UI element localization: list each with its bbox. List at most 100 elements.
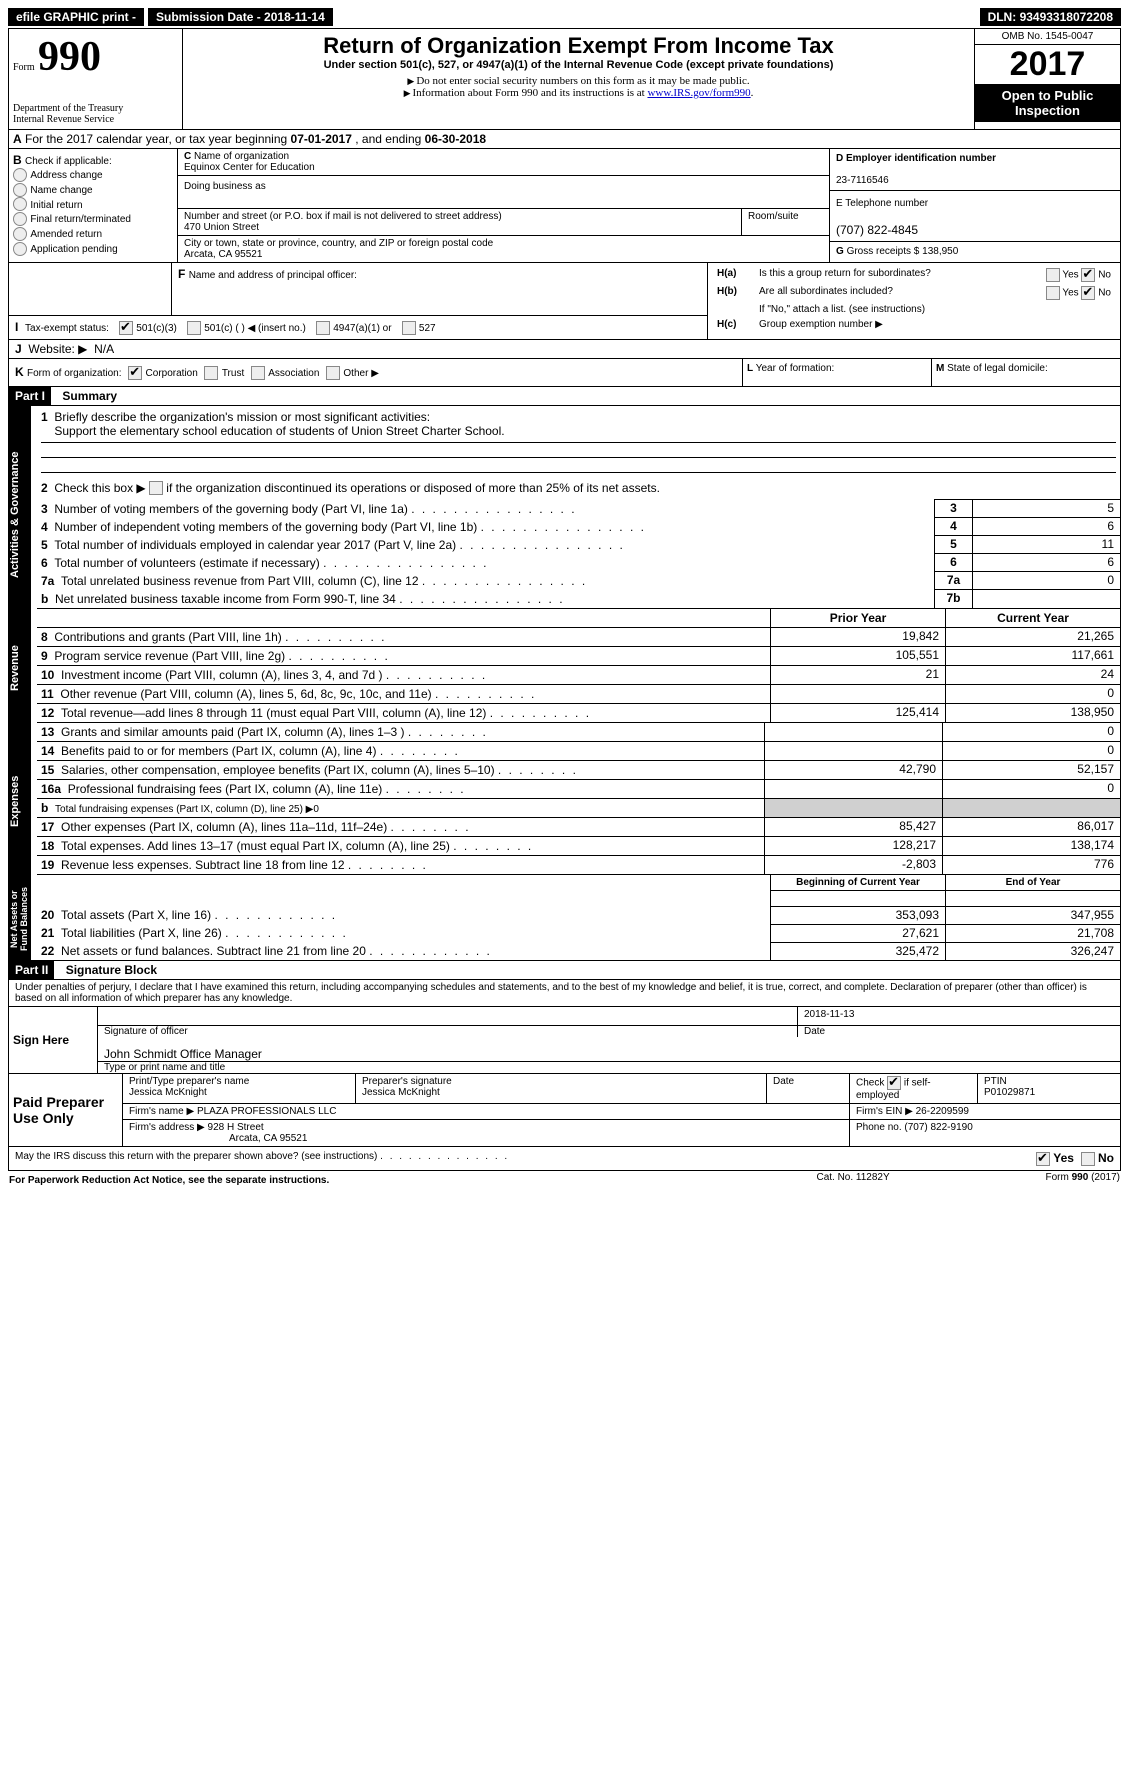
efile-badge: efile GRAPHIC print - bbox=[8, 8, 144, 26]
dln-badge: DLN: 93493318072208 bbox=[980, 8, 1121, 26]
rev-table: Prior YearCurrent Year8 Contributions an… bbox=[37, 608, 1120, 722]
org-street: 470 Union Street bbox=[184, 222, 259, 233]
org-name: Equinox Center for Education bbox=[184, 162, 315, 173]
gov-section: Activities & Governance 1 Briefly descri… bbox=[8, 406, 1121, 608]
footer: For Paperwork Reduction Act Notice, see … bbox=[8, 1171, 1121, 1187]
radio-icon[interactable] bbox=[13, 183, 27, 197]
paid-preparer-table: Paid Preparer Use Only Print/Type prepar… bbox=[8, 1074, 1121, 1147]
top-bar: efile GRAPHIC print - Submission Date - … bbox=[8, 8, 1121, 26]
table-row: 13 Grants and similar amounts paid (Part… bbox=[37, 722, 1120, 741]
ssn-warning: Do not enter social security numbers on … bbox=[416, 75, 749, 87]
checkbox-icon[interactable] bbox=[1046, 268, 1060, 282]
rev-section: Revenue Prior YearCurrent Year8 Contribu… bbox=[8, 608, 1121, 722]
section-j: J Website: ▶ N/A bbox=[8, 340, 1121, 359]
table-row: b Net unrelated business taxable income … bbox=[37, 590, 1120, 608]
table-row: 4 Number of independent voting members o… bbox=[37, 518, 1120, 536]
table-row: 17 Other expenses (Part IX, column (A), … bbox=[37, 817, 1120, 836]
irs-link[interactable]: www.IRS.gov/form990 bbox=[647, 87, 750, 99]
open-public-badge: Open to Public Inspection bbox=[975, 84, 1120, 122]
exp-section: Expenses 13 Grants and similar amounts p… bbox=[8, 722, 1121, 874]
opt-address: Address change bbox=[13, 167, 173, 182]
org-city: Arcata, CA 95521 bbox=[184, 249, 262, 260]
discuss-row: May the IRS discuss this return with the… bbox=[8, 1147, 1121, 1171]
preparer-sig: Jessica McKnight bbox=[362, 1087, 440, 1098]
checkbox-icon[interactable] bbox=[119, 321, 133, 335]
table-row: 12 Total revenue—add lines 8 through 11 … bbox=[37, 703, 1120, 722]
firm-city: Arcata, CA 95521 bbox=[229, 1133, 307, 1144]
table-row: 20 Total assets (Part X, line 16) . . . … bbox=[37, 906, 1120, 924]
ptin: P01029871 bbox=[984, 1087, 1035, 1098]
opt-initial: Initial return bbox=[13, 197, 173, 212]
tax-year: 2017 bbox=[975, 45, 1120, 84]
phone: (707) 822-4845 bbox=[836, 223, 918, 237]
side-label-exp: Expenses bbox=[9, 722, 31, 880]
table-row: 16a Professional fundraising fees (Part … bbox=[37, 779, 1120, 798]
website: N/A bbox=[94, 342, 114, 356]
opt-final: Final return/terminated bbox=[13, 211, 173, 226]
form-title: Return of Organization Exempt From Incom… bbox=[191, 33, 966, 59]
checkbox-icon[interactable] bbox=[251, 366, 265, 380]
part1-header: Part I Summary bbox=[8, 387, 1121, 406]
table-row: 8 Contributions and grants (Part VIII, l… bbox=[37, 627, 1120, 646]
net-section: Net Assets or Fund Balances Beginning of… bbox=[8, 874, 1121, 962]
section-klm: K Form of organization: Corporation Trus… bbox=[8, 359, 1121, 387]
table-row: 5 Total number of individuals employed i… bbox=[37, 536, 1120, 554]
table-row: 15 Salaries, other compensation, employe… bbox=[37, 760, 1120, 779]
form-subtitle1: Under section 501(c), 527, or 4947(a)(1)… bbox=[191, 59, 966, 71]
declaration: Under penalties of perjury, I declare th… bbox=[8, 980, 1121, 1007]
exp-table: 13 Grants and similar amounts paid (Part… bbox=[37, 722, 1120, 874]
ein: 23-7116546 bbox=[836, 175, 889, 186]
form-header: Form 990 Department of the Treasury Inte… bbox=[8, 28, 1121, 130]
table-row: 6 Total number of volunteers (estimate i… bbox=[37, 554, 1120, 572]
radio-icon[interactable] bbox=[13, 168, 27, 182]
checkbox-icon[interactable] bbox=[1036, 1152, 1050, 1166]
firm-phone: (707) 822-9190 bbox=[904, 1122, 972, 1133]
arrow-icon bbox=[404, 87, 413, 99]
opt-pending: Application pending bbox=[13, 241, 173, 256]
info-text: Information about Form 990 and its instr… bbox=[413, 87, 648, 99]
arrow-icon bbox=[407, 75, 416, 87]
checkbox-icon[interactable] bbox=[204, 366, 218, 380]
part2-header: Part II Signature Block bbox=[8, 961, 1121, 980]
checkbox-icon[interactable] bbox=[1081, 268, 1095, 282]
checkbox-icon[interactable] bbox=[1046, 286, 1060, 300]
radio-icon[interactable] bbox=[13, 197, 27, 211]
checkbox-icon[interactable] bbox=[187, 321, 201, 335]
side-label-gov: Activities & Governance bbox=[9, 406, 31, 624]
side-label-rev: Revenue bbox=[9, 608, 31, 728]
radio-icon[interactable] bbox=[13, 212, 27, 226]
opt-amended: Amended return bbox=[13, 226, 173, 241]
radio-icon[interactable] bbox=[13, 227, 27, 241]
checkbox-icon[interactable] bbox=[149, 481, 163, 495]
form-label: Form bbox=[13, 62, 35, 73]
table-row: 22 Net assets or fund balances. Subtract… bbox=[37, 942, 1120, 960]
gross-receipts: 138,950 bbox=[922, 246, 958, 257]
sign-here-table: Sign Here 2018-11-13 Signature of office… bbox=[8, 1007, 1121, 1074]
table-row: 18 Total expenses. Add lines 13–17 (must… bbox=[37, 836, 1120, 855]
table-row: 19 Revenue less expenses. Subtract line … bbox=[37, 855, 1120, 874]
f-h-row: F Name and address of principal officer:… bbox=[8, 263, 1121, 340]
checkbox-icon[interactable] bbox=[326, 366, 340, 380]
checkbox-icon[interactable] bbox=[402, 321, 416, 335]
firm-ein: 26-2209599 bbox=[916, 1106, 969, 1117]
irs-label: Internal Revenue Service bbox=[13, 114, 178, 125]
preparer-name: Jessica McKnight bbox=[129, 1087, 207, 1098]
checkbox-icon[interactable] bbox=[128, 366, 142, 380]
dept-treasury: Department of the Treasury bbox=[13, 103, 178, 114]
firm-name: PLAZA PROFESSIONALS LLC bbox=[197, 1106, 337, 1117]
net-table: Beginning of Current YearEnd of Year20 T… bbox=[37, 874, 1120, 961]
opt-name: Name change bbox=[13, 182, 173, 197]
checkbox-icon[interactable] bbox=[887, 1076, 901, 1090]
checkbox-icon[interactable] bbox=[316, 321, 330, 335]
checkbox-icon[interactable] bbox=[1081, 1152, 1095, 1166]
omb-label: OMB No. bbox=[1002, 31, 1046, 42]
table-row: 10 Investment income (Part VIII, column … bbox=[37, 665, 1120, 684]
table-row: 11 Other revenue (Part VIII, column (A),… bbox=[37, 684, 1120, 703]
table-row: 7a Total unrelated business revenue from… bbox=[37, 572, 1120, 590]
submission-badge: Submission Date - 2018-11-14 bbox=[148, 8, 333, 26]
header-info-table: B Check if applicable: Address change Na… bbox=[8, 149, 1121, 263]
table-row: b Total fundraising expenses (Part IX, c… bbox=[37, 798, 1120, 817]
checkbox-icon[interactable] bbox=[1081, 286, 1095, 300]
radio-icon[interactable] bbox=[13, 242, 27, 256]
gov-table: 3 Number of voting members of the govern… bbox=[37, 499, 1120, 608]
